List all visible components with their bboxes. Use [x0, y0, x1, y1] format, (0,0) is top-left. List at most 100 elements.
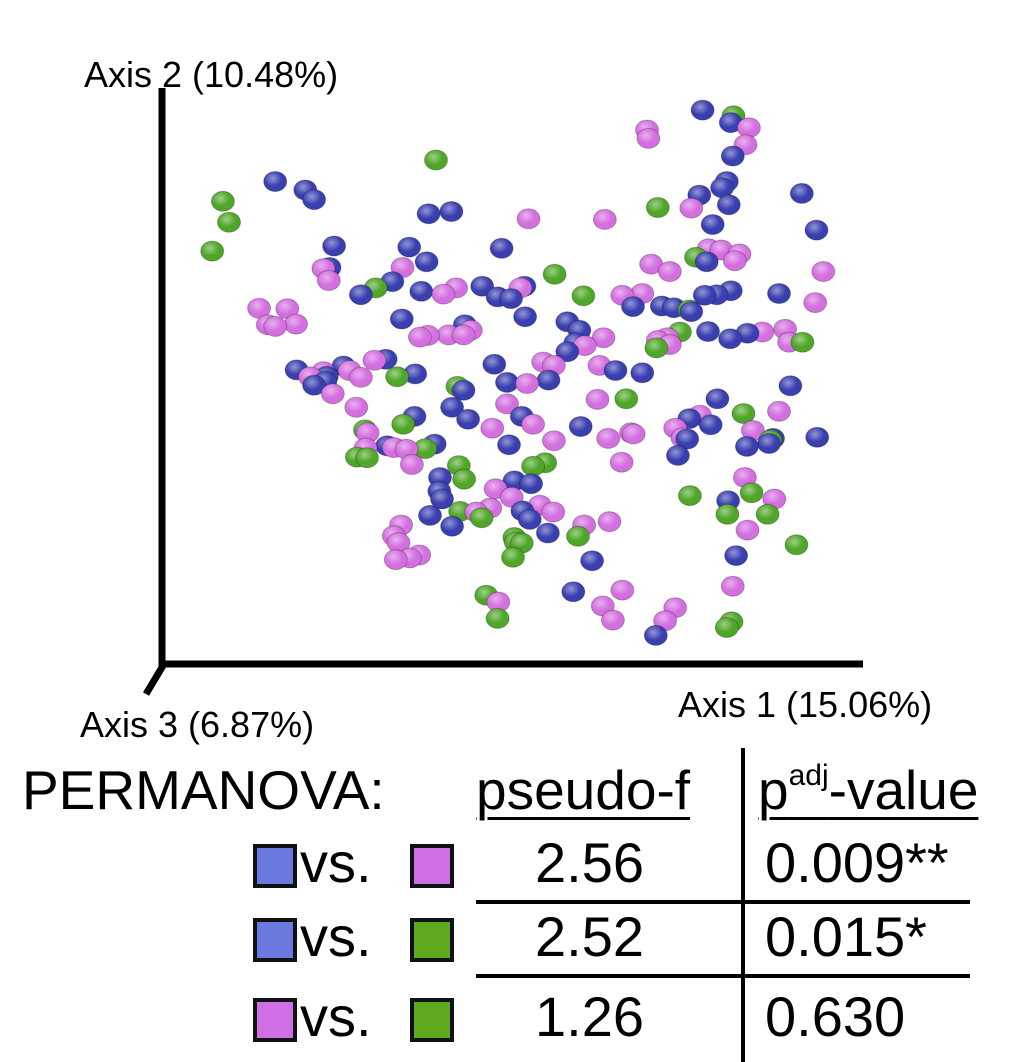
p-value: 0.630 — [765, 985, 906, 1048]
pcoa-scatter-plot — [142, 88, 863, 696]
scatter-point-blue — [700, 214, 725, 235]
scatter-point-blue — [718, 328, 743, 350]
scatter-point-magenta — [541, 501, 566, 523]
scatter-point-green — [452, 468, 477, 490]
scatter-point-blue — [430, 488, 454, 510]
group-b-swatch — [410, 998, 454, 1042]
scatter-point-magenta — [495, 393, 519, 415]
scatter-point-green — [521, 455, 546, 477]
table-row-divider — [476, 900, 970, 904]
scatter-point-magenta — [803, 292, 828, 314]
scatter-point-magenta — [320, 383, 345, 405]
scatter-point-green — [200, 240, 225, 262]
group-a-swatch — [253, 844, 297, 888]
scatter-point-magenta — [592, 208, 617, 230]
scatter-point-green — [715, 503, 740, 525]
scatter-point-blue — [263, 171, 288, 192]
scatter-point-blue — [643, 624, 668, 646]
scatter-point-blue — [397, 236, 422, 258]
scatter-point-blue — [418, 504, 442, 526]
scatter-point-magenta — [263, 315, 288, 337]
p-adj-value-header: padj-value — [758, 758, 978, 822]
scatter-point-blue — [675, 428, 700, 450]
group-a-swatch — [253, 918, 297, 962]
table-row: vs. 1.26 0.630 — [0, 985, 1031, 1060]
scatter-point-blue — [414, 251, 439, 273]
scatter-point-green — [424, 149, 448, 171]
scatter-point-blue — [451, 379, 476, 401]
table-row-divider — [476, 974, 970, 978]
scatter-point-green — [714, 617, 739, 638]
scatter-point-blue — [690, 99, 715, 121]
scatter-point-magenta — [383, 549, 408, 571]
scatter-point-magenta — [811, 261, 836, 282]
scatter-point-blue — [724, 545, 749, 567]
scatter-point-blue — [665, 444, 690, 466]
scatter-point-green — [645, 197, 670, 218]
scatter-point-blue — [694, 251, 719, 273]
scatter-point-blue — [302, 374, 327, 396]
scatter-point-green — [501, 546, 525, 568]
scatter-point-blue — [416, 203, 441, 225]
scatter-point-magenta — [636, 127, 661, 149]
scatter-point-magenta — [609, 451, 634, 473]
scatter-point-magenta — [515, 373, 540, 394]
scatter-point-blue — [555, 341, 580, 363]
scatter-point-blue — [440, 515, 465, 537]
scatter-points — [200, 99, 836, 646]
scatter-point-blue — [456, 408, 481, 430]
table-column-divider — [741, 748, 745, 1062]
vs-label: vs. — [300, 985, 372, 1048]
scatter-point-blue — [495, 371, 519, 393]
scatter-point-green — [355, 447, 379, 469]
pseudo-f-value: 2.52 — [535, 905, 644, 968]
scatter-point-blue — [568, 416, 593, 437]
scatter-point-blue — [389, 308, 414, 330]
vs-label: vs. — [300, 905, 372, 968]
scatter-point-green — [566, 525, 590, 547]
scatter-point-blue — [497, 434, 521, 456]
table-row: vs. 2.56 0.009** — [0, 831, 1031, 906]
scatter-point-magenta — [610, 579, 635, 601]
table-row: vs. 2.52 0.015* — [0, 905, 1031, 980]
scatter-point-green — [731, 403, 756, 424]
scatter-point-blue — [489, 237, 514, 259]
scatter-point-magenta — [348, 366, 373, 388]
scatter-point-green — [614, 388, 639, 410]
axis-3-label: Axis 3 (6.87%) — [80, 704, 315, 745]
scatter-point-magenta — [399, 454, 424, 475]
scatter-point-blue — [789, 182, 814, 204]
vs-label: vs. — [300, 831, 372, 894]
scatter-point-magenta — [722, 250, 747, 272]
scatter-point-blue — [519, 473, 544, 495]
scatter-point-magenta — [431, 283, 456, 305]
scatter-point-magenta — [735, 519, 760, 541]
scatter-point-blue — [734, 435, 759, 457]
scatter-point-blue — [805, 426, 830, 448]
scatter-point-blue — [535, 522, 560, 544]
scatter-point-green — [790, 331, 815, 353]
scatter-point-blue — [696, 321, 720, 342]
permanova-title: PERMANOVA: — [22, 759, 385, 821]
scatter-point-magenta — [679, 197, 704, 219]
scatter-point-blue — [409, 280, 434, 302]
scatter-point-green — [391, 413, 416, 435]
p-value: 0.009** — [765, 831, 949, 894]
scatter-point-blue — [439, 201, 464, 222]
axis-1-label: Axis 1 (15.06%) — [678, 684, 933, 725]
scatter-point-blue — [302, 189, 327, 211]
scatter-point-blue — [621, 296, 645, 318]
axis-3-line — [142, 662, 168, 696]
pseudo-f-value: 1.26 — [535, 985, 644, 1048]
scatter-point-green — [210, 190, 235, 212]
scatter-point-blue — [679, 301, 704, 323]
scatter-point-blue — [698, 414, 723, 436]
scatter-point-blue — [348, 284, 373, 306]
scatter-point-magenta — [585, 388, 610, 410]
pseudo-f-value: 2.56 — [535, 831, 644, 894]
scatter-point-magenta — [541, 430, 566, 452]
scatter-point-magenta — [596, 427, 621, 449]
scatter-point-magenta — [480, 417, 505, 439]
scatter-point-magenta — [597, 511, 622, 533]
scatter-point-blue — [720, 145, 745, 167]
